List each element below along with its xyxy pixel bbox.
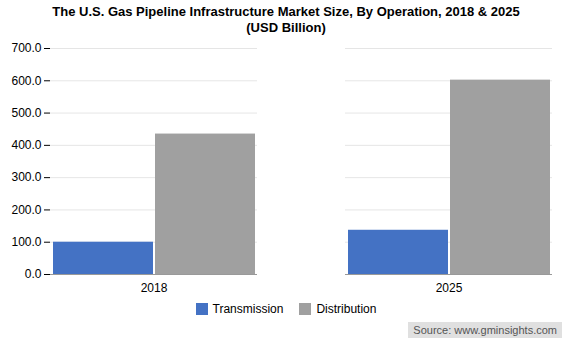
svg-text:700.0: 700.0: [11, 41, 41, 55]
html-text:Distribution: Distribution: [316, 302, 377, 316]
svg-text:500.0: 500.0: [11, 106, 41, 120]
html-text:Transmission: Transmission: [212, 302, 284, 316]
svg-text:400.0: 400.0: [11, 138, 41, 152]
svg-text:2018: 2018: [141, 281, 168, 295]
svg-text:100.0: 100.0: [11, 235, 41, 249]
html-text:The U.S. Gas Pipeline Infrastr: The U.S. Gas Pipeline Infrastructure Mar…: [52, 4, 520, 35]
svg-text:600.0: 600.0: [11, 74, 41, 88]
svg-text:2025: 2025: [436, 281, 463, 295]
svg-text:300.0: 300.0: [11, 170, 41, 184]
html-text:Source: www.gminsights.com: Source: www.gminsights.com: [413, 324, 557, 336]
svg-text:200.0: 200.0: [11, 203, 41, 217]
svg-text:0.0: 0.0: [25, 267, 42, 281]
